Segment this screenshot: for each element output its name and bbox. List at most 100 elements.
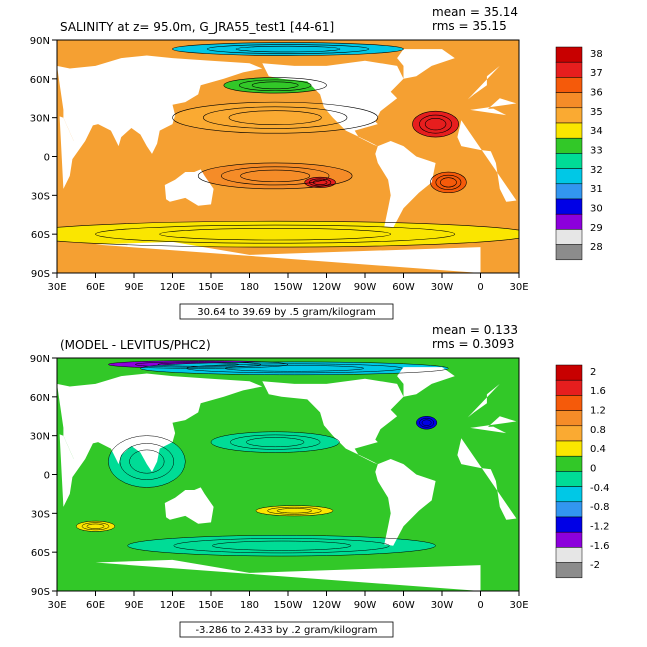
salinity-mean: mean = 35.14 xyxy=(432,5,518,19)
salinity-title: SALINITY at z= 95.0m, G_JRA55_test1 [44-… xyxy=(60,20,334,34)
colorbar-swatch xyxy=(555,213,583,230)
colorbar-swatch xyxy=(555,440,583,457)
colorbar-swatch xyxy=(555,531,583,548)
contour-line xyxy=(276,508,312,514)
colorbar-label: 30 xyxy=(590,204,603,215)
contour-line xyxy=(240,169,311,183)
eurasia-land xyxy=(57,55,517,154)
contour-line xyxy=(246,437,305,448)
contour-line xyxy=(197,162,353,190)
australia-land xyxy=(627,169,647,205)
contour-line xyxy=(424,118,447,131)
x-tick-label: 0 xyxy=(477,282,483,293)
y-tick-label: 30S xyxy=(31,509,50,520)
contour-line xyxy=(159,228,391,241)
colorbar-label: 0 xyxy=(590,463,596,474)
difference-range-box xyxy=(179,621,394,638)
colorbar-swatch xyxy=(555,547,583,563)
difference-map xyxy=(0,358,519,591)
x-tick-label: 30E xyxy=(47,282,66,293)
x-tick-label: 150W xyxy=(274,600,303,611)
colorbar-swatch xyxy=(555,516,583,533)
australia-land xyxy=(164,169,214,206)
colorbar-label: -0.4 xyxy=(590,483,610,494)
contour-line xyxy=(416,416,438,430)
contour-line xyxy=(255,505,334,517)
y-tick-label: 60N xyxy=(30,75,50,86)
x-tick-label: 120W xyxy=(312,282,341,293)
contour-line xyxy=(119,443,175,480)
colorbar-label: 29 xyxy=(590,223,603,234)
contour-line xyxy=(135,361,262,368)
y-tick-label: 60S xyxy=(31,230,50,241)
contour-line xyxy=(440,177,457,188)
contour-line xyxy=(309,178,332,187)
x-tick-label: 180 xyxy=(240,282,259,293)
contour-line xyxy=(267,506,322,515)
contour-line xyxy=(419,114,453,134)
contour-line xyxy=(251,81,299,90)
x-tick-label: 0 xyxy=(477,600,483,611)
colorbar-label: -1.6 xyxy=(590,541,610,552)
contour-line xyxy=(108,435,186,488)
colorbar-label: 28 xyxy=(590,242,603,253)
x-tick-label: 90E xyxy=(124,600,143,611)
colorbar-swatch xyxy=(555,122,583,139)
colorbar-swatch xyxy=(555,486,583,503)
x-tick-label: 90W xyxy=(354,600,377,611)
contour-line xyxy=(108,360,289,369)
colorbar-swatch xyxy=(555,244,583,261)
salinity-x-ticks: 30E 60E 90E 120E 150E 180 150W 120W 90W 60W 30W 0 30… xyxy=(47,273,529,293)
x-tick-label: 60W xyxy=(392,282,415,293)
y-tick-label: 90S xyxy=(31,269,50,280)
difference-colorbar: 2 1.6 1.2 0.8 0.4 0 -0.4 -0.8 -1.2 -1.6 -2 xyxy=(555,364,610,579)
salinity-land-mask xyxy=(0,49,647,273)
colorbar-swatch xyxy=(555,229,583,245)
difference-range-label: -3.286 to 2.433 by .2 gram/kilogram xyxy=(195,625,377,636)
y-tick-label: 0 xyxy=(44,471,50,482)
x-tick-label: 120E xyxy=(160,282,185,293)
greenland-land xyxy=(397,49,455,79)
colorbar-label: 38 xyxy=(590,49,603,60)
contour-line xyxy=(304,176,336,188)
difference-x-ticks: 30E 60E 90E 120E 150E 180 150W 120W 90W 60W 30W 0 30… xyxy=(47,591,529,611)
difference-panel: 30E 60E 90E 120E 150E 180 150W 120W 90W 60W 30W 0 30… xyxy=(0,323,610,638)
contour-line xyxy=(81,522,110,531)
colorbar-swatch xyxy=(555,168,583,185)
colorbar-swatch xyxy=(555,455,583,472)
contour-line xyxy=(229,434,321,450)
contour-line xyxy=(412,110,459,138)
difference-mean: mean = 0.133 xyxy=(432,323,518,337)
contour-line xyxy=(186,363,403,374)
contour-line xyxy=(172,101,379,134)
y-tick-label: 30N xyxy=(30,432,50,443)
x-tick-label: 120W xyxy=(312,600,341,611)
south-america-land xyxy=(375,141,436,228)
colorbar-swatch xyxy=(555,61,583,78)
colorbar-label: 33 xyxy=(590,145,603,156)
colorbar-label: 31 xyxy=(590,184,603,195)
salinity-y-ticks: 90N 60N 30N 0 30S 60S 90S xyxy=(30,36,57,280)
colorbar-label: 0.4 xyxy=(590,444,606,455)
contour-line xyxy=(173,538,390,554)
contour-line xyxy=(202,106,348,129)
colorbar-label: 36 xyxy=(590,87,603,98)
australia-land xyxy=(164,487,214,524)
eurasia-land xyxy=(0,56,54,154)
contour-line xyxy=(129,449,165,474)
colorbar-label: 0.8 xyxy=(590,425,606,436)
antarctica-land xyxy=(95,559,481,591)
antarctica-land xyxy=(0,560,19,591)
salinity-range-box xyxy=(179,303,394,320)
colorbar-swatch xyxy=(555,410,583,427)
colorbar-swatch xyxy=(555,137,583,154)
colorbar-swatch xyxy=(555,107,583,124)
colorbar-swatch xyxy=(555,425,583,442)
colorbar-swatch xyxy=(555,379,583,396)
contour-line xyxy=(57,220,519,248)
contour-line xyxy=(140,361,449,376)
x-tick-label: 60E xyxy=(86,600,105,611)
colorbar-label: 34 xyxy=(590,126,603,137)
salinity-panel: 30E 60E 90E 120E 150E 180 150W 120W 90W 60W 30W 0 30… xyxy=(0,5,647,320)
salinity-rms: rms = 35.15 xyxy=(432,19,507,33)
